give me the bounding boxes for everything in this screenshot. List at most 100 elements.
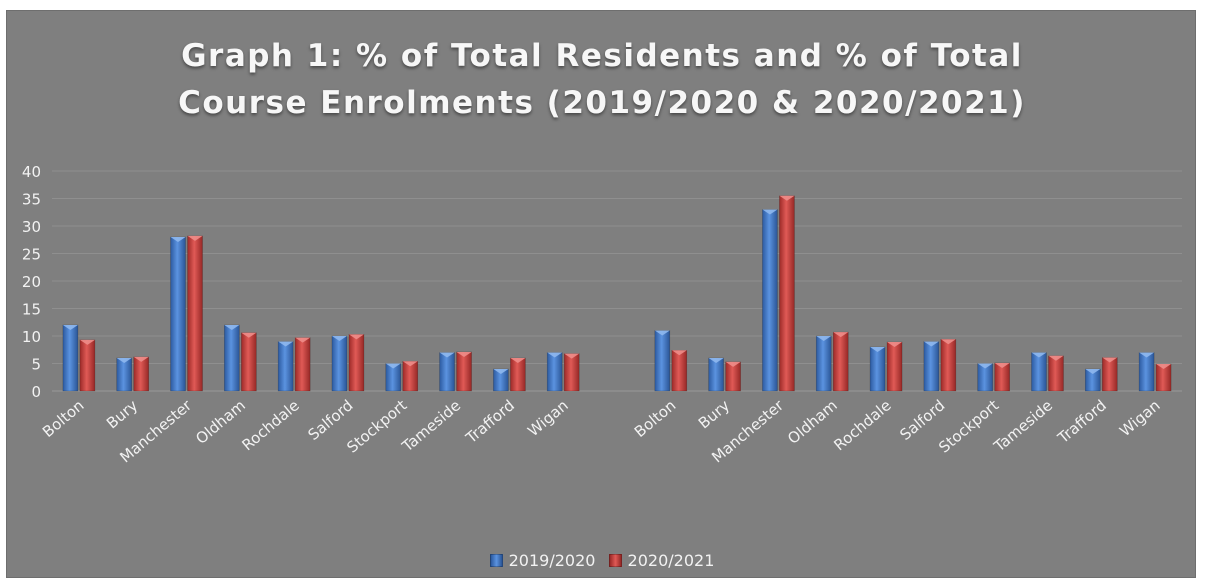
- bar-2019-rochdale-g1: [277, 341, 294, 392]
- x-tick-label: Rochdale: [238, 396, 302, 454]
- x-tick-label: Bolton: [39, 396, 87, 441]
- bar-2019-bolton-g1: [62, 324, 79, 392]
- bar-cap: [816, 336, 832, 341]
- x-tick-label: Tameside: [990, 396, 1056, 456]
- bar-2020-oldham-g2: [832, 331, 849, 392]
- bar-2019-salford-g1: [331, 335, 348, 392]
- bar-2020-trafford-g2: [1101, 357, 1118, 392]
- y-tick-label: 15: [22, 301, 41, 319]
- legend-label-2019: 2019/2020: [508, 551, 596, 570]
- bar-2019-oldham-g1: [224, 324, 240, 392]
- bar-2020-salford-g1: [348, 334, 365, 392]
- legend-item-2020: 2020/2021: [608, 551, 715, 570]
- y-tick-label: 0: [31, 383, 41, 401]
- bar-2020-tameside-g2: [1048, 355, 1064, 392]
- bar-cap: [923, 341, 939, 347]
- bar-2019-tameside-g2: [1031, 352, 1047, 392]
- bar-cap: [241, 332, 257, 338]
- bar-cap: [278, 341, 294, 347]
- bar-cap: [564, 353, 580, 359]
- bar-cap: [779, 195, 795, 201]
- legend-swatch-2020: [608, 554, 622, 567]
- chart-title: Graph 1: % of Total Residents and % of T…: [7, 33, 1197, 127]
- x-tick-label: Bury: [695, 396, 733, 432]
- legend-swatch-2019: [489, 554, 503, 567]
- bar-cap: [224, 325, 240, 330]
- bar-2020-wigan-g1: [563, 353, 580, 392]
- x-tick-label: Tameside: [398, 396, 464, 456]
- bar-2019-wigan-g1: [546, 352, 563, 392]
- x-tick-label: Bolton: [631, 396, 679, 441]
- bar-2019-wigan-g2: [1138, 352, 1155, 392]
- bar-2020-rochdale-g2: [886, 341, 903, 392]
- y-tick-label: 40: [22, 163, 41, 181]
- bar-2019-manchester-g2: [762, 209, 778, 392]
- bar-cap: [1085, 369, 1101, 374]
- y-tick-label: 35: [22, 191, 41, 209]
- x-tick-label: Wigan: [1116, 396, 1163, 440]
- bar-2020-rochdale-g1: [294, 337, 311, 392]
- x-tick-label: Rochdale: [830, 396, 894, 454]
- bar-cap: [170, 237, 186, 242]
- bar-cap: [654, 330, 670, 336]
- x-tick-label: Wigan: [524, 396, 571, 440]
- bar-cap: [116, 358, 132, 363]
- bar-cap: [977, 363, 993, 369]
- bar-cap: [493, 369, 509, 374]
- bar-cap: [1156, 364, 1172, 370]
- bar-2020-oldham-g1: [241, 332, 257, 392]
- x-tick-label: Stockport: [935, 396, 1002, 456]
- y-tick-label: 25: [22, 246, 41, 264]
- bar-2020-bolton-g1: [79, 339, 96, 392]
- bar-2019-bolton-g2: [654, 330, 671, 392]
- bar-2019-rochdale-g2: [869, 346, 886, 392]
- bar-cap: [547, 352, 563, 358]
- y-tick-label: 30: [22, 218, 41, 236]
- bar-2019-salford-g2: [923, 341, 940, 392]
- bar-cap: [187, 235, 203, 241]
- legend-label-2020: 2020/2021: [627, 551, 715, 570]
- x-tick-label: Salford: [305, 396, 357, 444]
- bar-cap: [1102, 357, 1118, 363]
- bar-2020-bolton-g2: [671, 349, 688, 392]
- bar-cap: [671, 350, 687, 356]
- bar-cap: [331, 336, 347, 341]
- bar-cap: [725, 361, 741, 367]
- chart-frame: Graph 1: % of Total Residents and % of T…: [6, 10, 1196, 578]
- bar-2020-manchester-g2: [779, 195, 795, 392]
- bar-cap: [62, 325, 78, 330]
- bar-cap: [1031, 352, 1047, 358]
- legend: 2019/2020 2020/2021: [7, 551, 1197, 571]
- x-tick-label: Bury: [103, 396, 141, 432]
- bar-2019-manchester-g1: [170, 236, 186, 392]
- x-tick-label: Trafford: [1054, 396, 1110, 447]
- x-tick-label: Trafford: [462, 396, 518, 447]
- bar-cap: [940, 339, 956, 345]
- bar-cap: [994, 362, 1010, 368]
- y-axis-ticks: 0 5 10 15 20 25 30 35 40: [22, 163, 41, 401]
- bar-cap: [833, 332, 849, 338]
- legend-item-2019: 2019/2020: [489, 551, 596, 570]
- bar-cap: [510, 358, 526, 363]
- bar-cap: [79, 339, 95, 345]
- chart-title-line-1: Graph 1: % of Total Residents and % of T…: [181, 38, 1023, 74]
- bar-2020-manchester-g1: [187, 235, 203, 392]
- chart-title-line-2: Course Enrolments (2019/2020 & 2020/2021…: [178, 85, 1026, 121]
- bar-2020-tameside-g1: [456, 351, 472, 392]
- bar-cap: [133, 356, 149, 362]
- bar-cap: [402, 361, 418, 367]
- y-tick-label: 10: [22, 328, 41, 346]
- y-tick-label: 5: [31, 356, 41, 374]
- bar-2019-oldham-g2: [815, 335, 832, 392]
- bar-2020-bury-g1: [133, 356, 150, 392]
- bar-cap: [456, 351, 472, 357]
- bar-cap: [348, 334, 364, 340]
- bar-cap: [870, 347, 886, 352]
- x-tick-label: Stockport: [343, 396, 410, 456]
- bar-cap: [385, 363, 401, 369]
- bar-cap: [1048, 355, 1064, 361]
- x-tick-label: Salford: [896, 396, 948, 444]
- bar-cap: [295, 337, 311, 343]
